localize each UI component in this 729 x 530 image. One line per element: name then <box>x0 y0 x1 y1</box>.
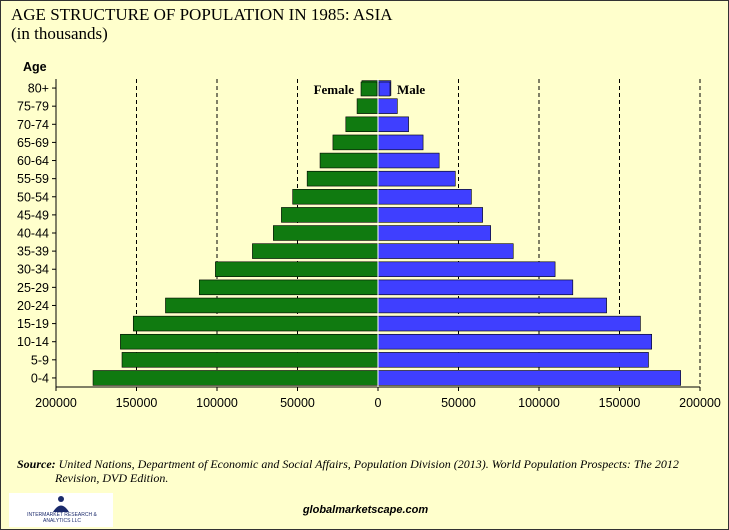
bar-female-60-64 <box>319 152 379 169</box>
bar-female-55-59 <box>306 170 379 187</box>
legend-male-swatch <box>378 81 391 97</box>
bar-female-35-39 <box>252 243 379 259</box>
bar-female-50-54 <box>292 189 379 205</box>
age-label-20-24: 20-24 <box>17 299 49 313</box>
age-label-35-39: 35-39 <box>17 245 49 259</box>
age-label-55-59: 55-59 <box>17 172 49 186</box>
legend-female-swatch <box>360 81 378 97</box>
bar-male-5-9 <box>377 352 649 368</box>
source-text-line2: Revision, DVD Edition. <box>55 471 169 485</box>
bar-male-40-44 <box>377 225 491 241</box>
bar-female-70-74 <box>345 116 379 133</box>
bar-female-15-19 <box>132 315 379 332</box>
age-label-45-49: 45-49 <box>17 208 49 222</box>
bar-male-55-59 <box>377 170 456 187</box>
bar-female-40-44 <box>273 225 379 241</box>
bar-female-5-9 <box>121 352 379 368</box>
bar-female-75-79 <box>356 98 379 114</box>
chart-title: AGE STRUCTURE OF POPULATION IN 1985: ASI… <box>11 5 393 24</box>
logo-mark-icon <box>53 496 69 512</box>
bar-male-70-74 <box>377 116 409 133</box>
age-label-80+: 80+ <box>28 82 49 96</box>
source-note: Source: United Nations, Department of Ec… <box>17 457 717 485</box>
bar-male-35-39 <box>377 243 514 259</box>
bar-female-20-24 <box>165 297 379 314</box>
bar-male-65-69 <box>377 134 424 151</box>
bar-male-60-64 <box>377 152 440 169</box>
x-tick-label: 100000 <box>196 396 238 410</box>
chart-subtitle: (in thousands) <box>11 24 108 43</box>
age-label-70-74: 70-74 <box>17 118 49 132</box>
bar-female-0-4 <box>92 370 379 386</box>
age-label-50-54: 50-54 <box>17 190 49 204</box>
bar-female-25-29 <box>198 279 379 296</box>
age-label-40-44: 40-44 <box>17 227 49 241</box>
logo-text: INTERMARKET RESEARCH & ANALYTICS LLC <box>27 512 97 524</box>
x-tick-label: 200000 <box>679 396 721 410</box>
bar-male-75-79 <box>377 98 398 114</box>
source-label: Source: <box>17 457 56 471</box>
website-label: globalmarketscape.com <box>302 504 429 516</box>
value-tick-labels: 200000 150000 100000 50000 0 50000 100000 15000… <box>35 396 721 410</box>
legend-male-label: Male <box>397 82 425 97</box>
x-tick-label: 50000 <box>280 396 315 410</box>
x-tick-label: 150000 <box>116 396 158 410</box>
y-axis-title: Age <box>23 60 47 74</box>
bar-female-10-14 <box>120 333 379 350</box>
age-label-60-64: 60-64 <box>17 154 49 168</box>
bar-female-45-49 <box>281 207 379 223</box>
x-tick-label: 0 <box>375 396 382 410</box>
company-logo: INTERMARKET RESEARCH & ANALYTICS LLC <box>9 493 113 527</box>
age-label-25-29: 25-29 <box>17 281 49 295</box>
age-label-10-14: 10-14 <box>17 335 49 349</box>
bar-male-25-29 <box>377 279 574 296</box>
x-tick-label: 200000 <box>35 396 77 410</box>
bar-male-10-14 <box>377 333 653 350</box>
population-pyramid: 0-4 5-9 10-14 15-19 20-24 25-29 30-34 35-39 40-4… <box>17 60 721 410</box>
x-tick-label: 150000 <box>599 396 641 410</box>
legend-female-label: Female <box>314 82 355 97</box>
source-text-line1: United Nations, Department of Economic a… <box>55 457 679 471</box>
bar-female-30-34 <box>215 261 379 277</box>
axes <box>52 79 701 391</box>
age-label-75-79: 75-79 <box>17 100 49 114</box>
x-tick-label: 100000 <box>518 396 560 410</box>
bars-group <box>92 80 681 386</box>
bar-male-20-24 <box>377 297 607 314</box>
age-label-30-34: 30-34 <box>17 263 49 277</box>
age-label-0-4: 0-4 <box>31 371 49 385</box>
bar-male-15-19 <box>377 315 641 332</box>
bar-male-50-54 <box>377 189 472 205</box>
age-label-65-69: 65-69 <box>17 136 49 150</box>
age-tick-labels: 0-4 5-9 10-14 15-19 20-24 25-29 30-34 35-39 40-4… <box>17 82 49 386</box>
age-label-5-9: 5-9 <box>31 353 49 367</box>
bar-female-65-69 <box>332 134 379 151</box>
x-tick-label: 50000 <box>441 396 476 410</box>
bar-male-0-4 <box>377 370 681 386</box>
bar-male-45-49 <box>377 207 483 223</box>
bar-male-30-34 <box>377 261 556 277</box>
age-label-15-19: 15-19 <box>17 317 49 331</box>
